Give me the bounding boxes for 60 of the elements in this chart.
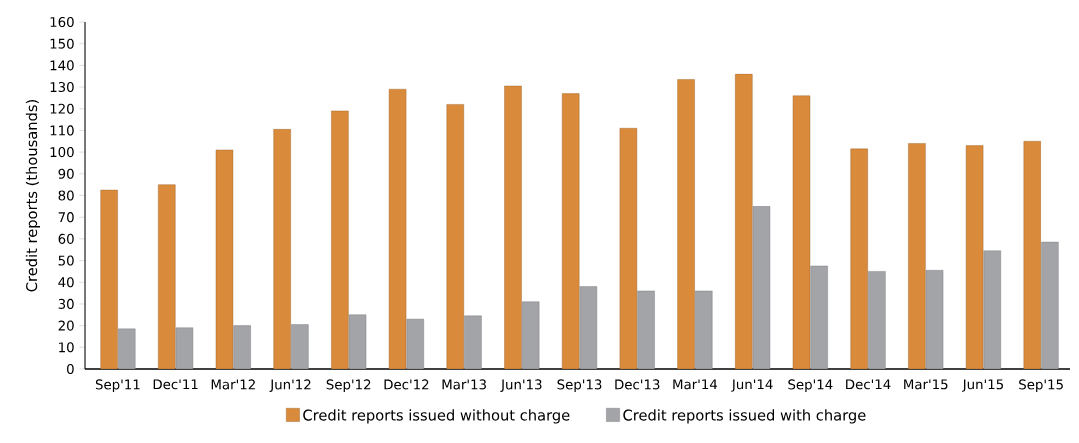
bar	[233, 325, 251, 369]
bar	[1023, 141, 1041, 369]
x-tick-label: Dec'13	[615, 379, 660, 390]
bar	[983, 250, 1001, 369]
bar	[100, 189, 118, 369]
x-tick-label: Jun'14	[731, 379, 773, 392]
bar	[331, 110, 349, 369]
y-tick-label: 120	[50, 103, 74, 114]
bar	[810, 265, 828, 369]
y-tick-label: 40	[58, 277, 74, 288]
y-tick-label: 30	[58, 298, 74, 309]
bar	[695, 290, 713, 369]
bar	[561, 93, 580, 369]
y-tick-label: 100	[50, 147, 74, 158]
bar	[637, 290, 655, 369]
y-axis-title: Credit reports (thousands)	[25, 100, 41, 292]
bar	[521, 301, 540, 369]
bar	[446, 104, 464, 369]
x-tick-label: Jun'13	[500, 379, 542, 392]
y-tick-label: 150	[50, 38, 74, 49]
bar	[908, 143, 926, 369]
y-tick-label: 20	[58, 320, 74, 331]
x-tick-label: Sep'12	[326, 379, 371, 393]
y-tick-label: 60	[58, 233, 74, 244]
x-tick-label: Dec'11	[153, 379, 198, 390]
bar	[735, 73, 753, 369]
y-tick-label: 140	[50, 60, 74, 71]
x-tick-label: Mar'15	[904, 379, 948, 390]
y-tick-label: 10	[59, 342, 74, 353]
bar	[158, 184, 176, 369]
y-tick-label: 80	[58, 190, 74, 201]
x-tick-label: Mar'13	[442, 379, 486, 390]
x-tick-label: Jun'12	[269, 379, 311, 392]
y-tick-label: 160	[50, 16, 74, 28]
y-tick-label: 70	[58, 212, 74, 223]
bar	[464, 315, 482, 369]
y-tick-label: 0	[67, 363, 74, 375]
x-tick-label: Dec'14	[846, 379, 891, 390]
y-tick-label: 130	[50, 82, 74, 93]
x-tick-label: Sep'11	[95, 379, 140, 393]
legend-label: Credit reports issued without charge	[303, 409, 570, 424]
x-tick-label: Dec'12	[384, 379, 429, 390]
bar	[406, 318, 424, 369]
x-tick-label: Sep'15	[1019, 379, 1063, 393]
bar	[273, 129, 291, 369]
bar	[868, 271, 886, 369]
bar	[1041, 241, 1059, 369]
legend-label: Credit reports issued with charge	[623, 409, 866, 424]
y-tick-label: 90	[58, 168, 74, 179]
y-tick-label: 50	[58, 255, 74, 266]
x-tick-label: Sep'13	[557, 379, 602, 393]
x-tick-label: Mar'14	[673, 379, 718, 390]
bar	[677, 79, 695, 369]
bar	[291, 324, 309, 369]
y-tick-label: 110	[50, 125, 74, 136]
bar	[850, 148, 868, 369]
x-tick-label: Mar'12	[211, 379, 255, 390]
x-tick-label: Jun'15	[962, 379, 1004, 392]
bar	[504, 85, 522, 369]
x-tick-label: Sep'14	[788, 379, 833, 393]
